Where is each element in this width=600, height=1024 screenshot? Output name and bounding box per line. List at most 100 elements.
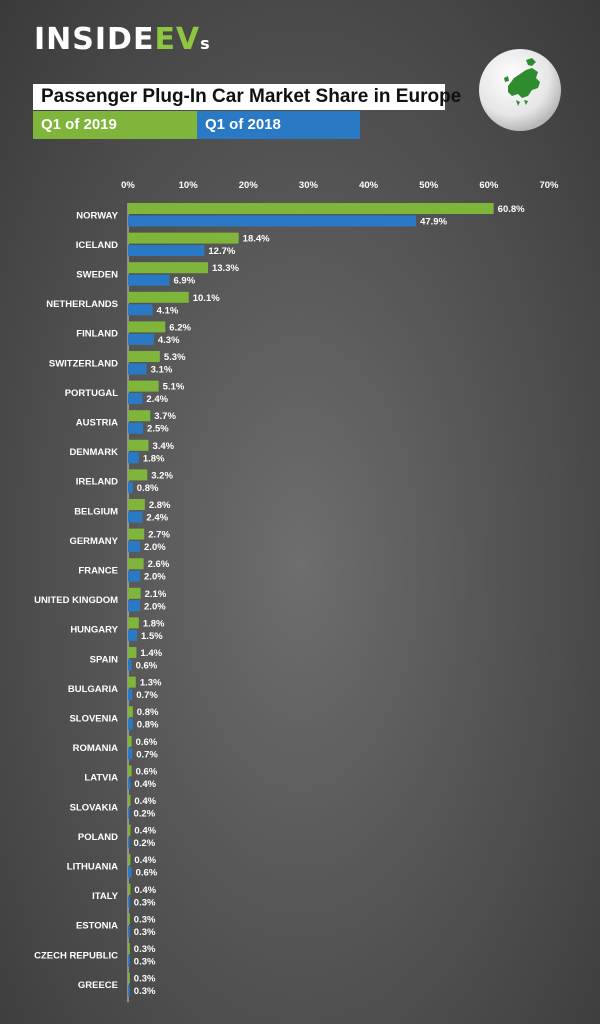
value-label-2018: 1.8%	[143, 453, 165, 464]
x-tick-label: 60%	[479, 180, 499, 191]
bar-q1-2018	[128, 274, 170, 286]
bar-q1-2018	[128, 570, 141, 582]
value-label-2019: 0.4%	[134, 796, 156, 807]
bar-q1-2018	[128, 245, 205, 257]
bar-q1-2019	[128, 262, 208, 274]
europe-globe-icon	[478, 48, 562, 132]
value-label-2019: 0.4%	[134, 885, 156, 896]
value-label-2019: 2.1%	[145, 589, 167, 600]
country-label: LITHUANIA	[67, 861, 118, 872]
value-label-2019: 2.7%	[148, 530, 170, 541]
value-label-2018: 0.3%	[134, 986, 156, 997]
bar-q1-2018	[128, 659, 132, 671]
value-label-2019: 0.6%	[136, 737, 158, 748]
bar-q1-2019	[128, 232, 239, 244]
bar-q1-2019	[128, 883, 131, 895]
bar-q1-2018	[128, 304, 153, 316]
bar-q1-2018	[128, 422, 144, 434]
value-label-2018: 6.9%	[173, 276, 195, 287]
bar-q1-2019	[128, 913, 130, 925]
value-label-2018: 2.0%	[144, 601, 166, 612]
bar-q1-2019	[128, 943, 130, 954]
value-label-2018: 0.6%	[136, 661, 158, 672]
country-label: GERMANY	[69, 536, 118, 547]
logo-prefix: INSIDE	[34, 22, 155, 57]
bar-q1-2019	[128, 765, 132, 777]
bar-q1-2018	[128, 748, 133, 760]
bar-q1-2019	[128, 528, 145, 540]
value-label-2018: 3.1%	[151, 365, 173, 376]
bar-q1-2018	[128, 718, 133, 730]
value-label-2018: 2.0%	[144, 542, 166, 553]
bar-q1-2018	[128, 629, 138, 641]
value-label-2019: 1.8%	[143, 618, 165, 629]
bar-q1-2018	[128, 600, 141, 612]
bar-q1-2019	[128, 439, 149, 451]
value-label-2019: 2.8%	[149, 500, 171, 511]
value-label-2019: 3.2%	[151, 470, 173, 481]
country-label: ESTONIA	[76, 921, 118, 932]
bar-q1-2018	[128, 393, 143, 405]
country-label: SWEDEN	[76, 269, 118, 280]
x-tick-label: 40%	[359, 180, 379, 191]
bar-q1-2018	[128, 689, 133, 701]
bar-q1-2019	[128, 410, 151, 422]
value-label-2018: 0.3%	[134, 927, 156, 938]
bar-chart: 0% 10% 20% 30% 40% 50% 60% 70% NORWAY 60.8% 47.9%…	[34, 180, 559, 1003]
bar-q1-2018	[128, 541, 141, 553]
value-label-2019: 5.3%	[164, 352, 186, 363]
value-label-2018: 0.8%	[137, 483, 159, 494]
country-label: LATVIA	[84, 773, 118, 784]
bar-q1-2019	[128, 380, 159, 392]
value-label-2018: 0.3%	[134, 957, 156, 968]
country-label: FINLAND	[76, 329, 118, 340]
value-label-2018: 0.2%	[134, 809, 156, 820]
country-label: ITALY	[92, 891, 119, 902]
value-label-2018: 1.5%	[141, 631, 163, 642]
x-tick-label: 30%	[299, 180, 319, 191]
bar-q1-2018	[128, 481, 133, 493]
bar-q1-2019	[128, 647, 137, 658]
value-label-2019: 0.4%	[134, 826, 156, 837]
value-label-2018: 4.1%	[157, 305, 179, 316]
bar-q1-2018	[128, 511, 143, 523]
value-label-2018: 47.9%	[420, 217, 447, 228]
bar-q1-2019	[128, 558, 144, 570]
country-label: GREECE	[78, 980, 118, 991]
bar-q1-2019	[128, 824, 131, 836]
country-label: AUSTRIA	[76, 417, 118, 428]
value-label-2018: 4.3%	[158, 335, 180, 346]
bar-q1-2019	[128, 795, 131, 806]
logo-suffix: s	[200, 34, 210, 53]
country-label: POLAND	[78, 832, 118, 843]
value-label-2018: 2.4%	[146, 513, 168, 524]
value-label-2019: 5.1%	[163, 382, 185, 393]
value-label-2019: 10.1%	[193, 293, 220, 304]
country-label: DENMARK	[69, 447, 118, 458]
value-label-2019: 18.4%	[243, 234, 270, 245]
bar-q1-2018	[128, 985, 130, 997]
value-label-2018: 0.6%	[136, 868, 158, 879]
bar-q1-2019	[128, 587, 141, 599]
country-label: ICELAND	[76, 240, 118, 251]
bar-q1-2018	[128, 837, 130, 849]
value-label-2018: 0.3%	[134, 897, 156, 908]
bar-q1-2019	[128, 676, 136, 688]
value-label-2019: 60.8%	[498, 204, 525, 215]
bar-q1-2018	[128, 807, 130, 819]
country-label: UNITED KINGDOM	[34, 595, 118, 606]
bars-group: NORWAY 60.8% 47.9% ICELAND 18.4% 12.7% SWEDEN 1…	[34, 203, 525, 997]
bar-q1-2018	[128, 215, 417, 227]
value-label-2018: 12.7%	[208, 246, 235, 257]
bar-q1-2019	[128, 854, 131, 866]
country-label: ROMANIA	[73, 743, 119, 754]
value-label-2019: 6.2%	[169, 322, 191, 333]
value-label-2019: 13.3%	[212, 263, 239, 274]
value-label-2019: 3.7%	[154, 411, 176, 422]
legend-q1-2018: Q1 of 2018	[197, 111, 360, 139]
country-label: NETHERLANDS	[46, 299, 118, 310]
bar-q1-2019	[128, 351, 160, 362]
value-label-2019: 0.3%	[134, 974, 156, 985]
value-label-2019: 1.3%	[140, 678, 162, 689]
x-tick-label: 20%	[239, 180, 259, 191]
